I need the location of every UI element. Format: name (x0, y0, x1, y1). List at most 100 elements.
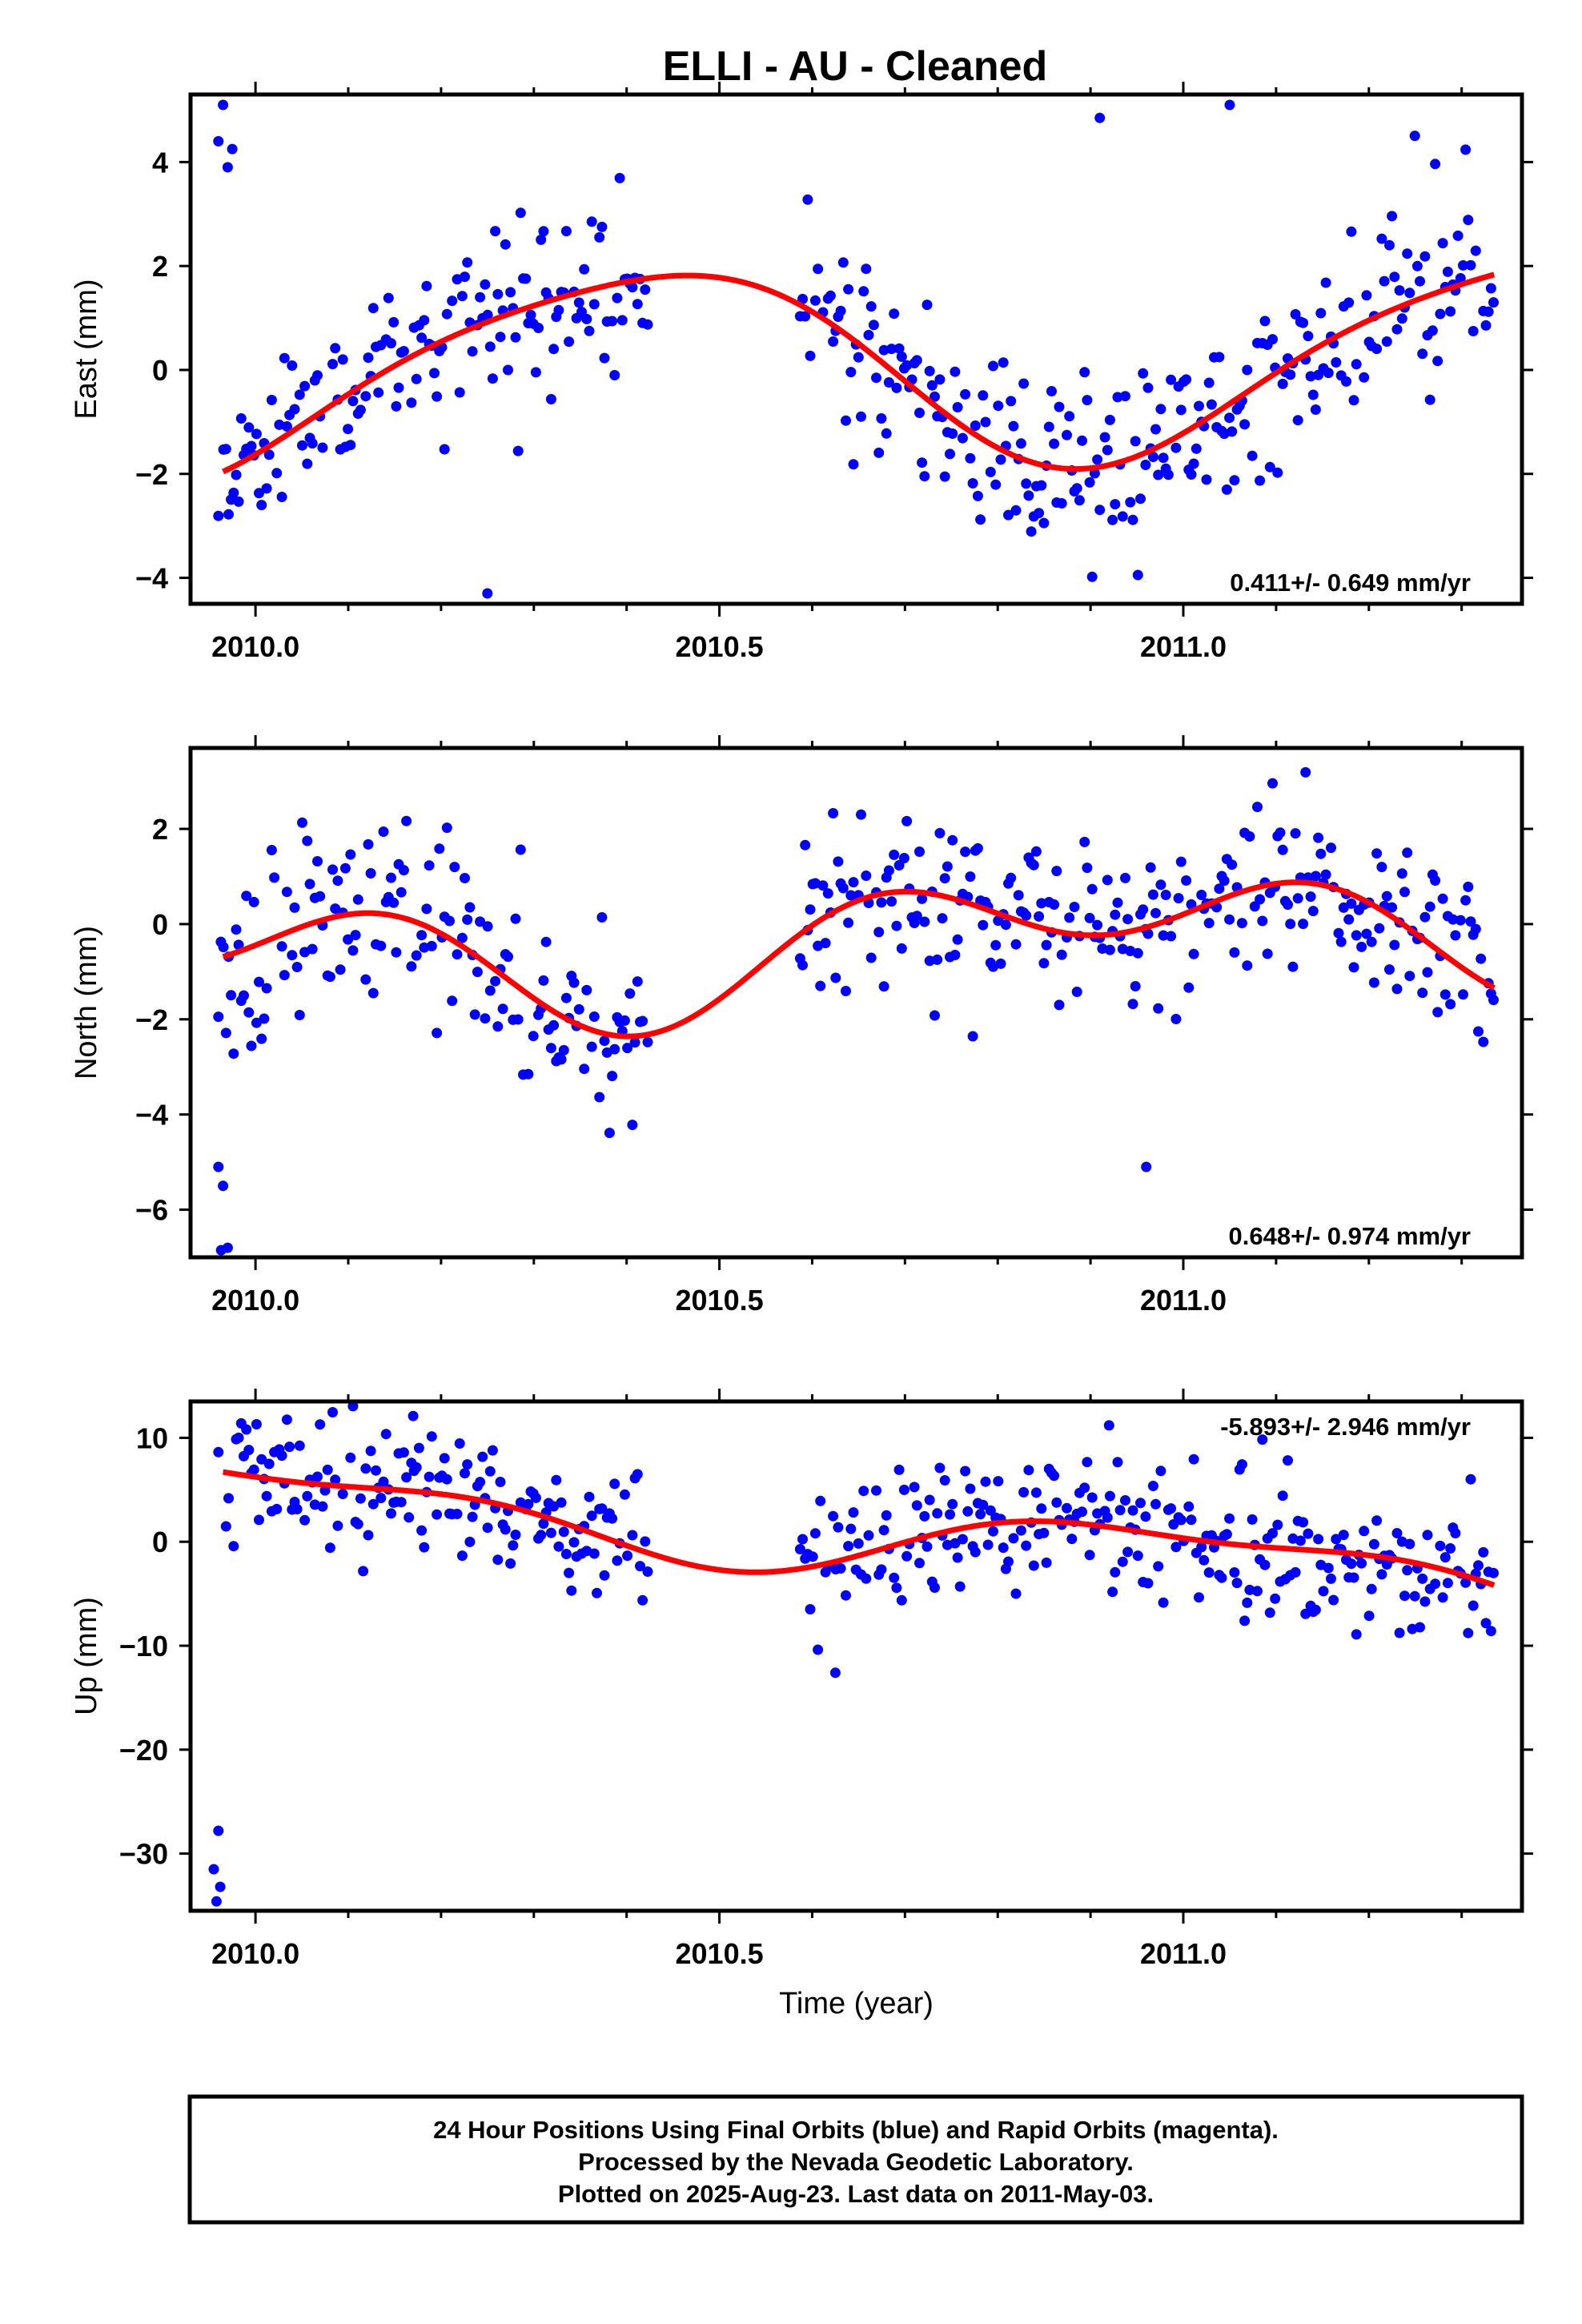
north-point (1138, 904, 1149, 915)
north-point (1376, 862, 1387, 873)
east-point (640, 284, 651, 296)
east-point (222, 162, 233, 173)
east-point (1470, 245, 1481, 256)
east-point (853, 352, 864, 363)
up-point (508, 1540, 519, 1551)
up-point (1277, 1490, 1288, 1502)
up-point (919, 1510, 930, 1522)
east-point (1224, 412, 1235, 424)
east-point (1290, 309, 1301, 320)
up-point (355, 1493, 366, 1504)
up-point (1313, 1534, 1324, 1545)
east-point (1015, 438, 1026, 449)
up-point (1049, 1470, 1060, 1482)
east-point (835, 305, 846, 316)
north-point (1262, 948, 1273, 959)
east-point (475, 292, 486, 303)
north-point (604, 1128, 615, 1139)
north-point (259, 1013, 270, 1024)
up-point (352, 1518, 363, 1530)
north-point (241, 891, 252, 902)
east-point (1010, 505, 1022, 516)
north-point (805, 904, 816, 915)
east-point (1432, 356, 1443, 367)
up-ytick-label: 10 (136, 1421, 168, 1454)
up-point (1102, 1512, 1113, 1523)
north-point (1488, 995, 1499, 1006)
up-point (1348, 1572, 1359, 1583)
up-point (952, 1552, 963, 1563)
east-point (1084, 476, 1095, 488)
north-ytick-label: −6 (135, 1194, 168, 1227)
north-point (1310, 870, 1321, 882)
up-point (1468, 1600, 1479, 1611)
east-point (805, 350, 816, 361)
up-point (982, 1539, 994, 1550)
north-point (627, 1120, 638, 1131)
east-point (263, 449, 275, 460)
north-point (1214, 883, 1225, 895)
east-point (1376, 233, 1387, 244)
footer-box: 24 Hour Positions Using Final Orbits (bl… (187, 2094, 1524, 2225)
north-point (515, 844, 526, 855)
north-point (917, 893, 928, 904)
north-point (1170, 1014, 1182, 1024)
north-point (629, 1037, 640, 1048)
up-point (302, 1490, 313, 1502)
north-point (243, 1007, 255, 1018)
east-point (1132, 569, 1143, 581)
north-point (624, 988, 636, 999)
east-point (988, 360, 998, 372)
east-point (883, 377, 894, 388)
east-point (1361, 290, 1372, 301)
east-point (1117, 511, 1128, 522)
up-point (586, 1510, 597, 1522)
north-point (482, 921, 493, 932)
east-point (1203, 377, 1215, 388)
east-point (891, 382, 902, 393)
up-point (416, 1525, 428, 1536)
east-point (1107, 514, 1118, 525)
east-point (1346, 226, 1357, 237)
up-point (962, 1506, 974, 1517)
north-point (1368, 977, 1379, 988)
east-point (484, 341, 496, 352)
up-point (863, 1530, 874, 1541)
north-point (1000, 919, 1011, 931)
north-point (297, 817, 307, 828)
east-point (1396, 313, 1407, 324)
north-point (1006, 872, 1017, 883)
north-point (254, 976, 264, 987)
up-point (345, 1452, 356, 1463)
north-point (1275, 827, 1286, 838)
up-point (970, 1546, 981, 1558)
footer-frame (187, 2094, 1524, 2225)
east-point (947, 428, 958, 439)
up-point (939, 1475, 950, 1486)
up-point (322, 1464, 333, 1475)
up-point (1196, 1542, 1207, 1553)
up-point (1122, 1546, 1134, 1558)
north-point (291, 962, 303, 972)
east-point (642, 319, 653, 330)
north-point (1203, 918, 1215, 929)
east-point (564, 336, 575, 348)
north-point (1361, 928, 1372, 939)
east-point (548, 344, 560, 355)
north-point (1224, 914, 1235, 925)
north-point (228, 1048, 239, 1059)
up-point (924, 1494, 935, 1506)
up-point (637, 1594, 648, 1606)
up-point (829, 1667, 841, 1679)
up-point (424, 1471, 435, 1482)
east-point (1411, 260, 1423, 271)
north-point (594, 1092, 605, 1103)
up-point (281, 1414, 292, 1425)
east-point (1104, 414, 1115, 425)
north-point (886, 896, 897, 907)
up-point (1155, 1466, 1166, 1477)
north-point (256, 1033, 267, 1044)
up-point (1430, 1578, 1441, 1590)
north-point (1478, 1036, 1489, 1047)
up-ytick-label: −30 (119, 1838, 168, 1871)
